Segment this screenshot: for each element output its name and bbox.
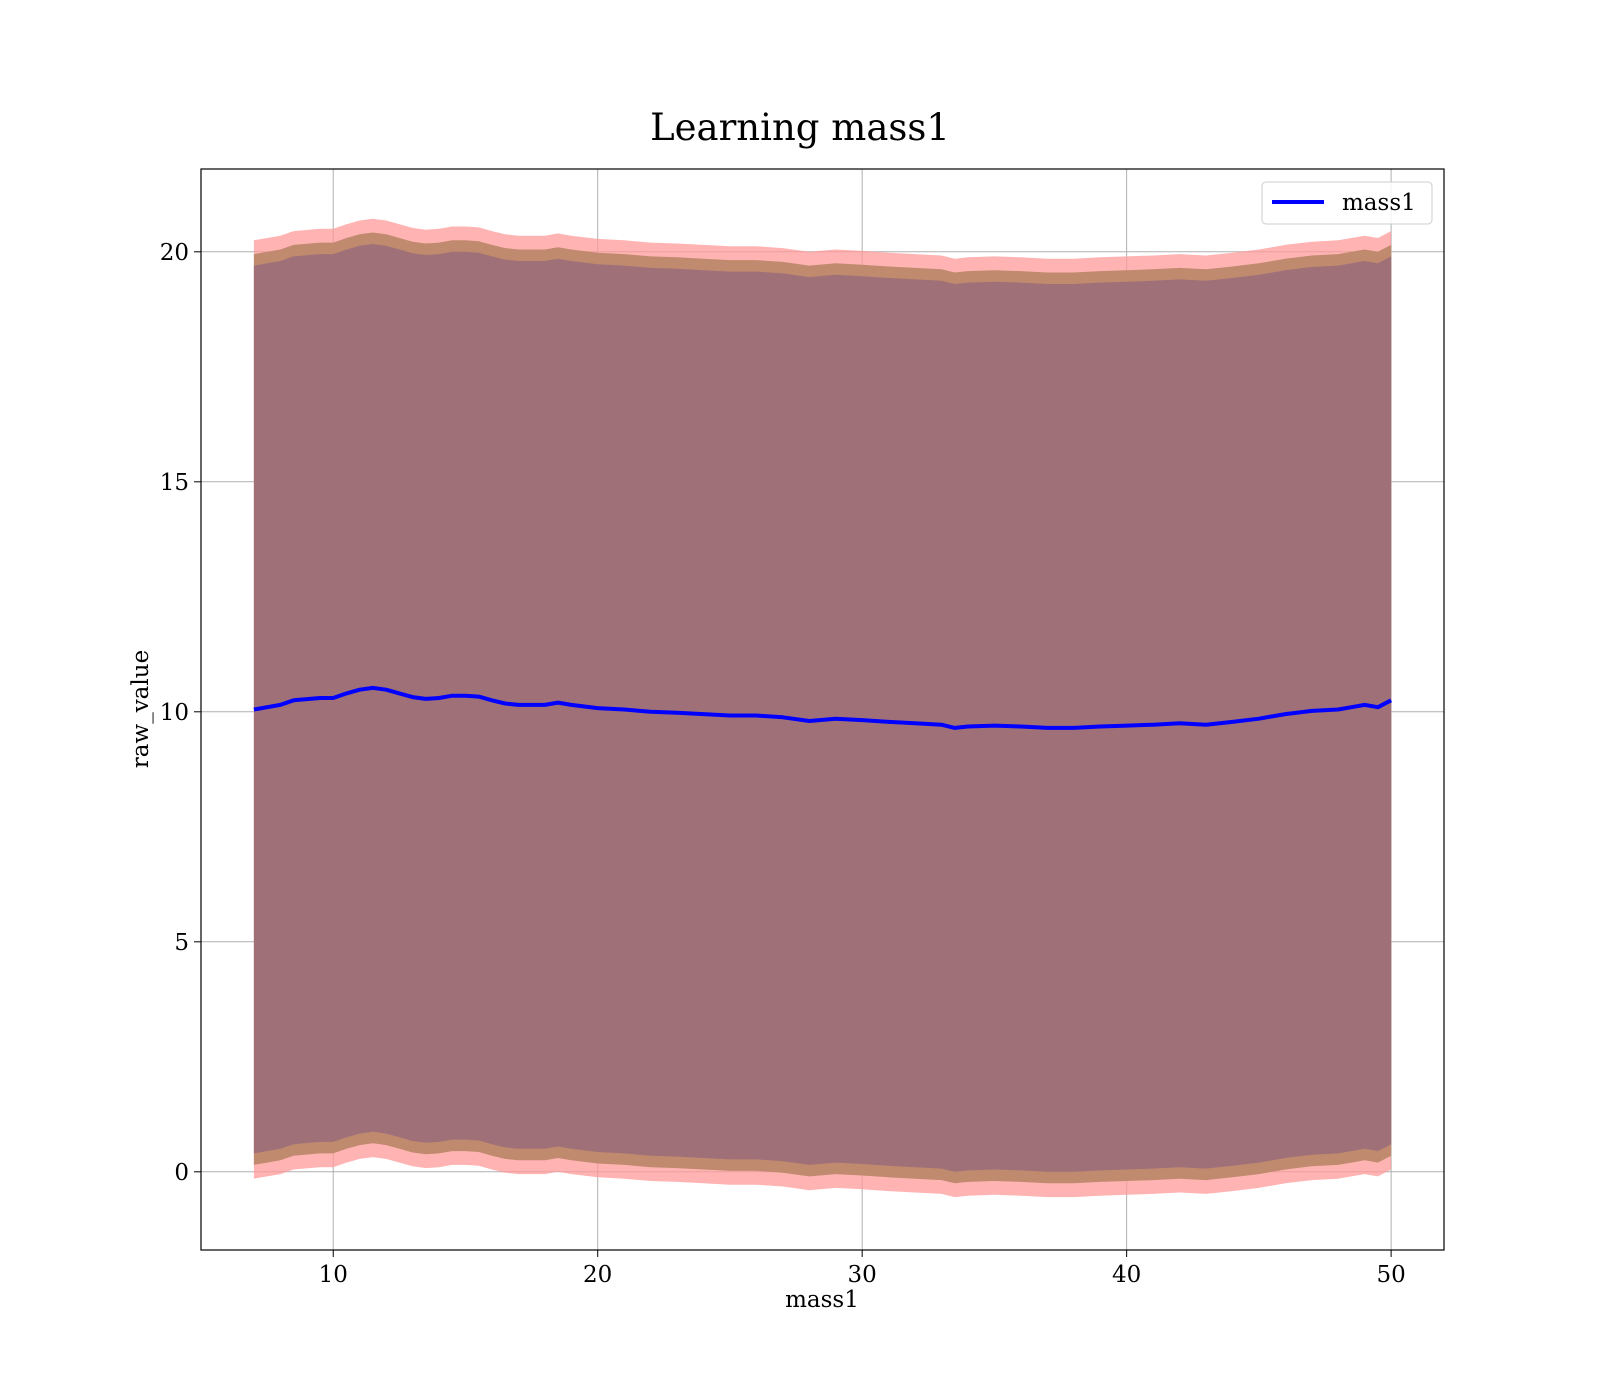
uncertainty-bands — [253, 218, 1392, 1198]
x-tick-label: 20 — [583, 1262, 612, 1288]
y-tick-label: 20 — [160, 240, 189, 266]
x-axis-label: mass1 — [785, 1287, 859, 1313]
axis-ticks: 10 20 30 40 50 0 5 10 15 20 — [160, 240, 1406, 1288]
x-tick-label: 50 — [1376, 1262, 1405, 1288]
inner-confidence-band — [253, 244, 1392, 1172]
x-tick-label: 40 — [1112, 1262, 1141, 1288]
legend-label: mass1 — [1342, 190, 1416, 216]
y-tick-label: 5 — [174, 930, 189, 956]
plot-frame — [200, 168, 1445, 1251]
y-tick-label: 15 — [160, 470, 189, 496]
legend: mass1 — [1261, 181, 1433, 225]
legend-box — [1261, 181, 1433, 225]
y-axis-label: raw_value — [128, 650, 154, 768]
y-tick-label: 10 — [160, 700, 189, 726]
x-tick-label: 10 — [319, 1262, 348, 1288]
chart-title: Learning mass1 — [650, 106, 950, 149]
series-line-mass1 — [253, 685, 1393, 730]
y-tick-label: 0 — [174, 1160, 189, 1186]
x-tick-label: 30 — [848, 1262, 877, 1288]
series-lines — [253, 685, 1393, 730]
